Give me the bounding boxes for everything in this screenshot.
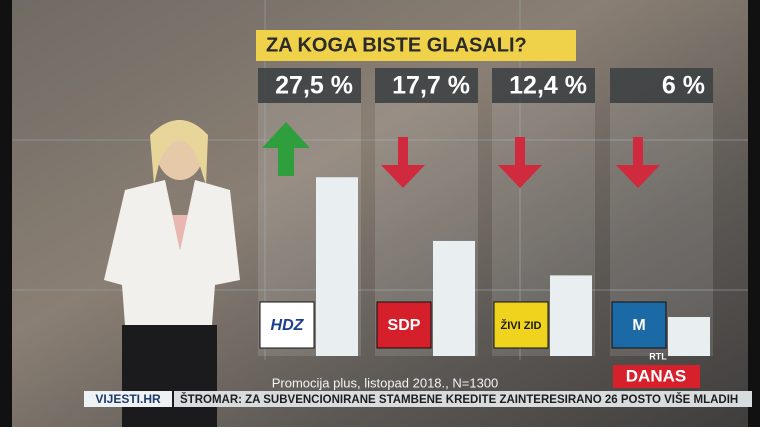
value-label: 6 % — [662, 72, 705, 100]
title-box — [256, 30, 576, 61]
value-box — [258, 68, 361, 103]
value-box — [375, 68, 478, 103]
value-label: 12,4 % — [509, 72, 587, 100]
source: Promocija plus, listopad 2018., N=1300 — [272, 375, 499, 390]
value-box — [492, 68, 595, 103]
bar — [316, 177, 358, 356]
trend-arrow — [498, 137, 542, 188]
bar — [433, 240, 475, 356]
chart-title: ZA KOGA BISTE GLASALI? — [266, 34, 527, 56]
value-box — [610, 68, 713, 103]
trend-arrow — [381, 137, 425, 188]
party-logo — [493, 301, 549, 349]
category-label: M — [632, 317, 645, 334]
logo-big: DANAS — [626, 366, 686, 385]
logo-box — [613, 365, 700, 388]
category-label: ŽIVI ZID — [501, 319, 542, 332]
value-label: 17,7 % — [392, 72, 470, 100]
ticker-headline: ŠTROMAR: ZA SUBVENCIONIRANE STAMBENE KRE… — [180, 393, 738, 406]
logo-small: RTL — [649, 351, 667, 361]
left-edge — [0, 0, 12, 427]
presenter — [104, 120, 240, 427]
value-label: 27,5 % — [275, 72, 353, 100]
ticker-site: VIJESTI.HR — [95, 392, 161, 406]
category-label: HDZ — [271, 317, 305, 334]
bar — [668, 317, 710, 356]
ticker-site-box — [84, 391, 172, 407]
trend-arrow — [616, 137, 660, 188]
ticker-bar — [174, 391, 752, 407]
trend-arrow — [262, 122, 310, 176]
party-logo — [259, 301, 315, 349]
right-edge — [748, 0, 760, 427]
party-logo — [611, 301, 667, 349]
chart: 27,5 % HDZ 17,7 % SDP 12,4 % ŽIVI ZID 6 % M — [258, 68, 713, 356]
bar — [550, 275, 592, 356]
party-logo — [376, 301, 432, 349]
category-label: SDP — [388, 317, 421, 334]
